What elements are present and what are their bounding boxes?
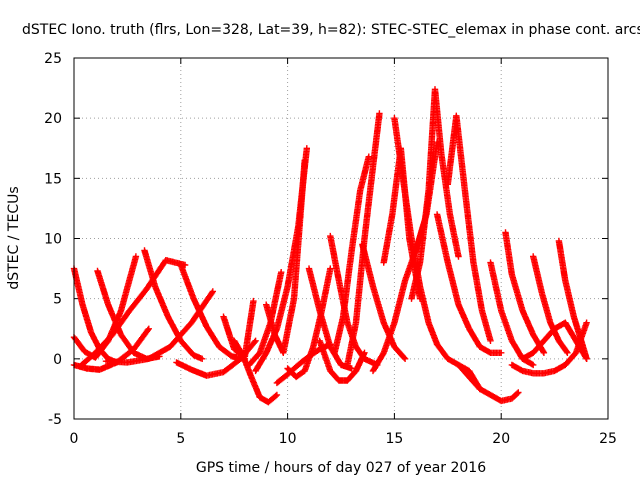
series-arc-29 [433,211,505,356]
series-arc-36 [519,319,590,362]
x-tick-label: 0 [70,431,79,447]
series-arc-5 [77,257,189,370]
y-tick-label: 0 [53,352,62,368]
data-marks [70,86,590,406]
series-markers [455,361,522,405]
series-markers [502,229,548,356]
series-markers [263,157,308,356]
y-tick-label: -5 [48,412,62,428]
y-tick-label: 20 [44,111,62,127]
y-tick-label: 25 [44,51,62,67]
series-markers [177,261,249,362]
x-tick-label: 20 [492,431,510,447]
series-arc-18 [316,337,368,384]
series-markers [141,247,206,362]
series-arc-26 [408,86,462,302]
series-markers [316,337,368,384]
x-tick-label: 5 [176,431,185,447]
x-tick-label: 10 [279,431,297,447]
chart-title: dSTEC Iono. truth (flrs, Lon=328, Lat=39… [22,22,640,38]
series-markers [408,86,462,302]
x-axis-label: GPS time / hours of day 027 of year 2016 [196,460,486,476]
series-arc-15 [263,157,308,356]
series-markers [530,253,571,356]
series-markers [331,153,372,356]
y-tick-label: 5 [53,292,62,308]
series-arc-30 [455,361,522,405]
series-markers [433,211,505,356]
series-arc-20 [331,153,372,356]
series-arc-6 [141,247,206,362]
series-markers [519,319,590,362]
plot-frame [73,57,609,420]
x-tick-label: 15 [385,431,403,447]
series-arc-7 [102,288,216,366]
y-axis-label: dSTEC / TECUs [6,186,22,289]
x-tick-label: 25 [599,431,617,447]
series-markers [77,257,189,370]
series-arc-32 [502,229,548,356]
axis-ticks: 0 5 10 15 20 25 -5 0 5 10 15 20 25 [44,51,617,447]
series-arc-11 [220,297,257,360]
series-markers [444,112,494,344]
series-arc-33 [530,253,571,356]
y-tick-label: 15 [44,171,62,187]
series-markers [102,288,216,366]
series-arc-8 [177,261,249,362]
series-markers [220,297,257,360]
y-tick-label: 10 [44,232,62,248]
series-arc-27 [444,112,494,344]
